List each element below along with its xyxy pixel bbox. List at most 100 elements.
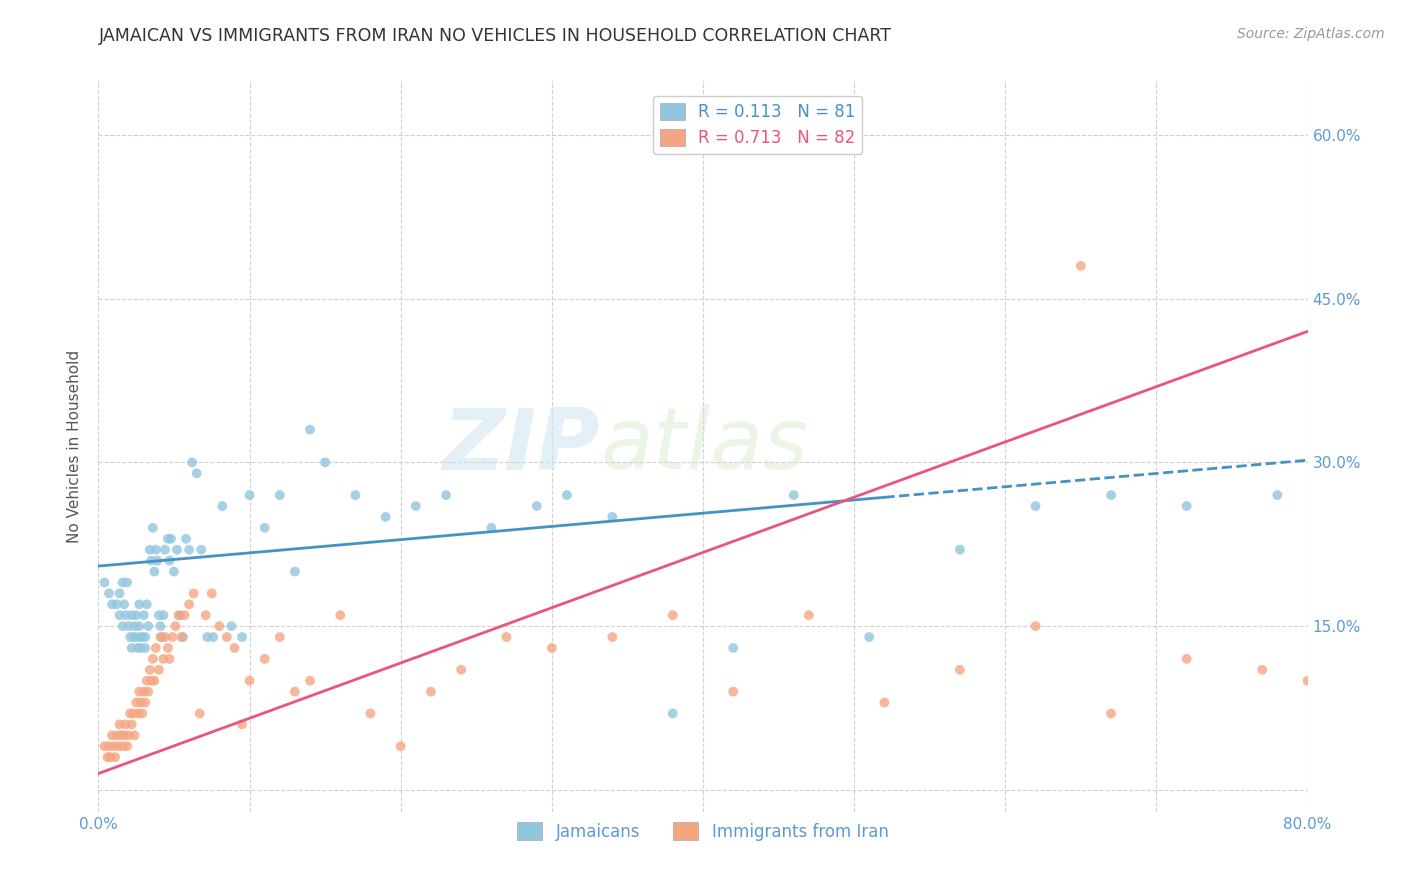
Point <box>269 630 291 644</box>
Point <box>215 630 238 644</box>
Point <box>145 640 167 655</box>
Point <box>179 542 201 557</box>
Point <box>128 619 150 633</box>
Point <box>174 532 197 546</box>
Point <box>344 488 367 502</box>
Point <box>112 597 135 611</box>
Point <box>105 728 128 742</box>
Point <box>143 673 166 688</box>
Point <box>96 750 118 764</box>
Point <box>1024 619 1046 633</box>
Point <box>125 696 148 710</box>
Point <box>128 684 150 698</box>
Point <box>93 575 115 590</box>
Point <box>141 673 163 688</box>
Point <box>129 696 152 710</box>
Point <box>949 542 972 557</box>
Point <box>121 717 143 731</box>
Point <box>98 739 121 754</box>
Point <box>152 652 174 666</box>
Point <box>98 586 121 600</box>
Point <box>173 608 195 623</box>
Point <box>858 630 880 644</box>
Point <box>405 499 427 513</box>
Point <box>145 542 167 557</box>
Text: ZIP: ZIP <box>443 404 600 488</box>
Point <box>103 739 125 754</box>
Point <box>526 499 548 513</box>
Point <box>118 728 141 742</box>
Point <box>555 488 578 502</box>
Point <box>329 608 352 623</box>
Point <box>114 608 136 623</box>
Point <box>374 510 396 524</box>
Point <box>284 684 307 698</box>
Point <box>120 706 142 721</box>
Point <box>131 706 153 721</box>
Point <box>122 706 145 721</box>
Point <box>167 608 190 623</box>
Point <box>149 619 172 633</box>
Point <box>166 542 188 557</box>
Point <box>148 608 170 623</box>
Point <box>602 510 624 524</box>
Point <box>108 586 131 600</box>
Point <box>107 739 129 754</box>
Point <box>101 728 124 742</box>
Point <box>115 575 138 590</box>
Point <box>231 717 253 731</box>
Point <box>121 608 143 623</box>
Y-axis label: No Vehicles in Household: No Vehicles in Household <box>67 350 83 542</box>
Point <box>495 630 517 644</box>
Point <box>122 630 145 644</box>
Point <box>131 630 153 644</box>
Point <box>135 673 157 688</box>
Point <box>146 554 169 568</box>
Point <box>159 652 181 666</box>
Point <box>1099 706 1122 721</box>
Point <box>314 455 336 469</box>
Point <box>253 521 276 535</box>
Point <box>949 663 972 677</box>
Text: JAMAICAN VS IMMIGRANTS FROM IRAN NO VEHICLES IN HOUSEHOLD CORRELATION CHART: JAMAICAN VS IMMIGRANTS FROM IRAN NO VEHI… <box>98 27 891 45</box>
Point <box>186 467 208 481</box>
Point <box>132 608 155 623</box>
Point <box>195 630 218 644</box>
Point <box>208 619 231 633</box>
Point <box>1175 499 1198 513</box>
Point <box>104 750 127 764</box>
Point <box>132 684 155 698</box>
Point <box>127 706 149 721</box>
Point <box>142 521 165 535</box>
Text: Source: ZipAtlas.com: Source: ZipAtlas.com <box>1237 27 1385 41</box>
Point <box>108 608 131 623</box>
Point <box>134 640 156 655</box>
Point <box>1296 673 1319 688</box>
Point <box>1099 488 1122 502</box>
Point <box>125 630 148 644</box>
Point <box>139 663 162 677</box>
Point <box>134 696 156 710</box>
Point <box>172 630 194 644</box>
Point <box>111 739 134 754</box>
Point <box>121 640 143 655</box>
Point <box>153 542 176 557</box>
Point <box>183 586 205 600</box>
Point <box>112 728 135 742</box>
Point <box>160 532 183 546</box>
Point <box>150 630 173 644</box>
Point <box>661 706 683 721</box>
Point <box>783 488 806 502</box>
Point <box>873 696 896 710</box>
Point <box>120 630 142 644</box>
Point <box>101 597 124 611</box>
Point <box>723 684 745 698</box>
Point <box>239 488 262 502</box>
Point <box>159 554 181 568</box>
Point <box>221 619 243 633</box>
Point <box>100 750 122 764</box>
Point <box>231 630 253 644</box>
Point <box>139 542 162 557</box>
Point <box>114 717 136 731</box>
Point <box>1070 259 1092 273</box>
